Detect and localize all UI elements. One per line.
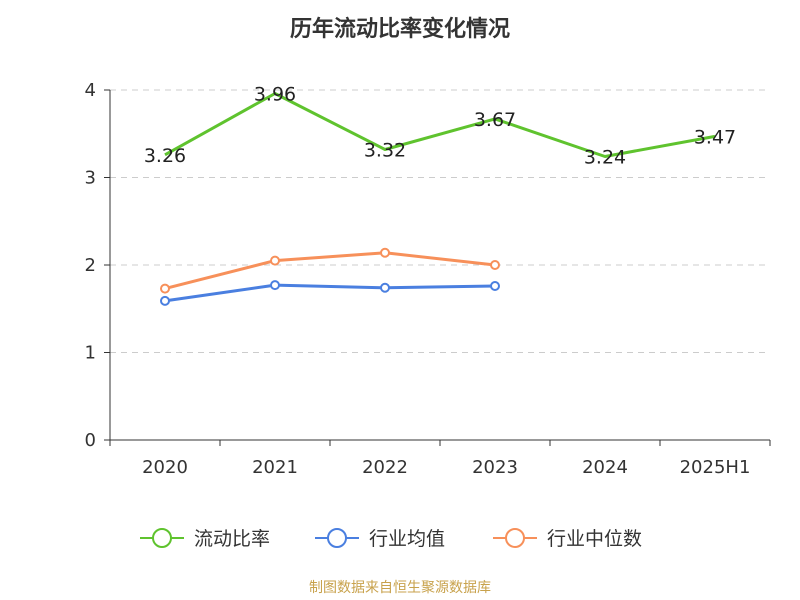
x-tick-label: 2022 bbox=[362, 457, 408, 478]
y-tick-label: 4 bbox=[85, 80, 96, 101]
y-tick-label: 3 bbox=[85, 168, 96, 189]
series-line-1 bbox=[164, 92, 716, 158]
y-tick-label: 1 bbox=[85, 343, 96, 364]
data-label: 3.26 bbox=[144, 145, 186, 167]
legend: 流动比率 行业均值 行业中位数 bbox=[140, 528, 642, 550]
series-line-3 bbox=[164, 251, 496, 291]
data-point bbox=[160, 283, 170, 294]
data-point bbox=[160, 295, 170, 306]
data-point bbox=[270, 280, 280, 291]
data-point bbox=[380, 282, 390, 293]
legend-marker bbox=[152, 528, 172, 548]
data-point bbox=[490, 281, 500, 291]
data-label: 3.67 bbox=[474, 109, 516, 131]
y-tick-label: 0 bbox=[85, 430, 96, 451]
x-tick-label: 2021 bbox=[252, 457, 298, 478]
data-labels: 3.26 3.96 3.32 3.67 3.24 3.47 bbox=[144, 84, 736, 169]
legend-marker bbox=[505, 528, 525, 548]
x-tick-label: 2024 bbox=[582, 457, 628, 478]
data-point bbox=[380, 247, 390, 258]
x-tick-label: 2025H1 bbox=[680, 457, 751, 478]
source-note: 制图数据来自恒生聚源数据库 bbox=[309, 580, 491, 596]
chart-title: 历年流动比率变化情况 bbox=[290, 16, 510, 42]
x-axis-ticks: 2020 2021 2022 2023 2024 2025H1 bbox=[109, 440, 771, 478]
y-tick-label: 2 bbox=[85, 255, 96, 276]
x-tick-label: 2020 bbox=[142, 457, 188, 478]
data-label: 3.96 bbox=[254, 84, 296, 106]
data-label: 3.32 bbox=[364, 140, 406, 162]
y-axis-ticks: 0 1 2 3 4 bbox=[85, 80, 110, 451]
data-point bbox=[490, 260, 500, 270]
data-point bbox=[270, 255, 280, 266]
legend-label: 流动比率 bbox=[194, 528, 270, 550]
legend-marker bbox=[327, 528, 347, 548]
series-lines bbox=[160, 92, 716, 306]
x-tick-label: 2023 bbox=[472, 457, 518, 478]
data-label: 3.47 bbox=[694, 126, 736, 148]
legend-label: 行业中位数 bbox=[547, 528, 642, 550]
series-line-2 bbox=[164, 283, 496, 303]
data-label: 3.24 bbox=[584, 147, 626, 169]
legend-label: 行业均值 bbox=[369, 528, 445, 550]
gridlines bbox=[110, 89, 770, 353]
